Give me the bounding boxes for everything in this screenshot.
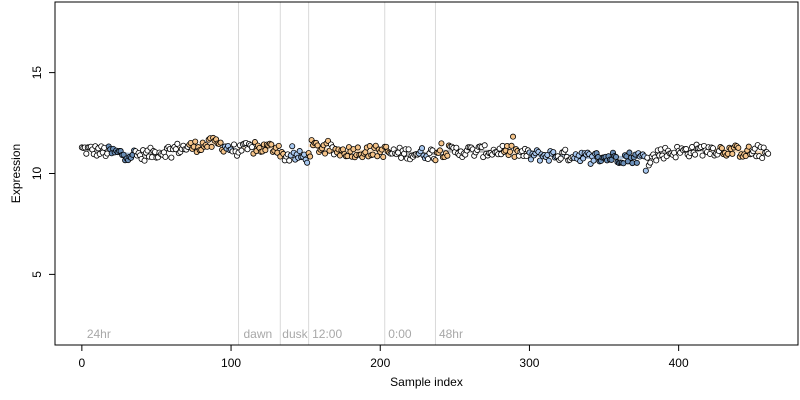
region-label-4: 0:00 [388, 327, 412, 341]
data-point [438, 140, 445, 147]
x-tick-label-1: 100 [221, 356, 241, 370]
data-point [238, 147, 245, 154]
x-tick-label-3: 300 [519, 356, 539, 370]
data-point [718, 145, 725, 152]
data-point [162, 153, 169, 160]
data-point [745, 143, 752, 150]
region-label-3: 12:00 [312, 327, 342, 341]
data-point [286, 157, 293, 164]
data-point [432, 157, 439, 164]
data-point [398, 154, 405, 161]
data-point [692, 151, 699, 158]
y-tick-label-2: 15 [30, 66, 44, 80]
data-point [217, 139, 224, 146]
data-point [672, 154, 679, 161]
data-point [168, 154, 175, 161]
data-point [633, 159, 640, 166]
y-axis: 5 10 15 [30, 66, 55, 278]
data-point [405, 146, 412, 153]
data-point [268, 141, 275, 148]
data-point [372, 142, 379, 149]
data-point [172, 146, 179, 153]
data-point [510, 133, 517, 140]
data-point [444, 152, 451, 159]
data-point [699, 152, 706, 159]
data-point [354, 144, 361, 151]
data-point [481, 142, 488, 149]
x-tick-label-4: 400 [669, 356, 689, 370]
y-tick-label-0: 5 [30, 271, 44, 278]
data-point [508, 142, 515, 149]
data-point [424, 155, 431, 162]
data-point [174, 140, 181, 147]
plot-frame [54, 1, 799, 346]
data-point [453, 144, 460, 151]
data-point [275, 142, 282, 149]
data-point [647, 159, 654, 166]
data-point [653, 157, 660, 164]
data-point [248, 144, 255, 151]
x-tick-label-2: 200 [370, 356, 390, 370]
data-point [683, 146, 690, 153]
data-point [612, 153, 619, 160]
data-point [550, 149, 557, 156]
data-point [436, 147, 443, 154]
data-point [296, 148, 303, 155]
x-tick-label-0: 0 [79, 356, 86, 370]
data-point [709, 145, 716, 152]
data-point [262, 147, 269, 154]
region-divider-group [238, 2, 436, 345]
data-point [729, 150, 736, 157]
data-point [689, 144, 696, 151]
data-point [192, 138, 199, 145]
region-label-1: dawn [243, 327, 272, 341]
data-point [380, 153, 387, 160]
data-point [626, 149, 633, 156]
region-label-0: 24hr [87, 327, 111, 341]
x-axis: 0 100 200 300 400 [79, 345, 689, 370]
data-point [557, 155, 564, 162]
region-label-2: dusk [282, 327, 308, 341]
data-point [289, 143, 296, 150]
x-axis-title: Sample index [390, 375, 463, 389]
data-point [322, 150, 329, 157]
data-point [83, 150, 90, 157]
data-point [307, 153, 314, 160]
data-point [765, 150, 772, 157]
data-point [527, 156, 534, 163]
data-point [735, 144, 742, 151]
data-point [642, 167, 649, 174]
data-point [208, 143, 215, 150]
data-point [536, 157, 543, 164]
data-point [314, 142, 321, 149]
data-point [141, 157, 148, 164]
data-point [231, 141, 238, 148]
data-point [759, 155, 766, 162]
data-point-group [78, 133, 772, 174]
data-point [590, 157, 597, 164]
data-point [374, 153, 381, 160]
data-point [562, 146, 569, 153]
data-point [545, 157, 552, 164]
region-label-group: 24hr dawn dusk 12:00 0:00 48hr [87, 327, 463, 341]
y-tick-label-1: 10 [30, 167, 44, 181]
region-label-5: 48hr [439, 327, 463, 341]
data-point [304, 159, 311, 166]
data-point [419, 145, 426, 152]
data-point [507, 148, 514, 155]
y-axis-title: Expression [9, 144, 23, 203]
